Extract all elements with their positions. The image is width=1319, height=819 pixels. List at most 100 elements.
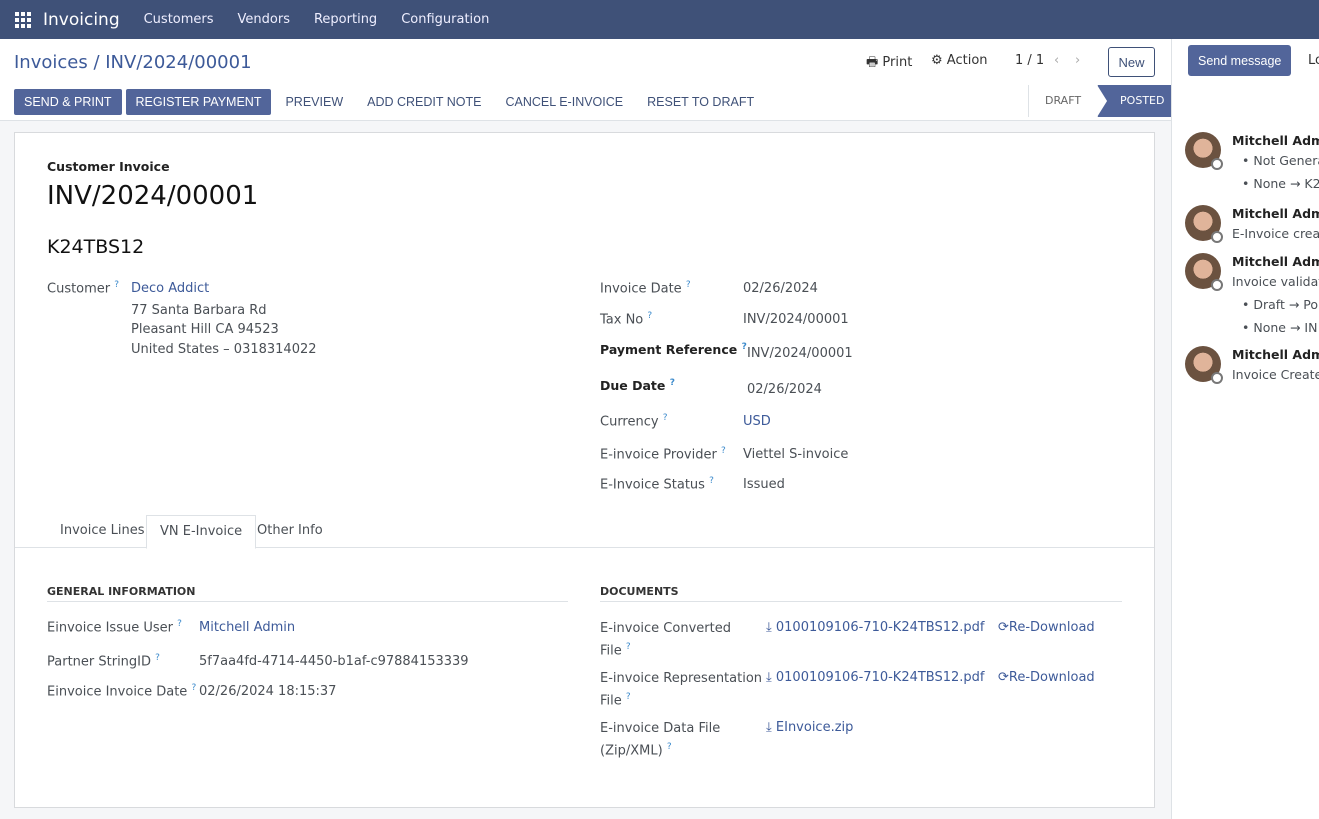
- general-value[interactable]: Mitchell Admin: [199, 620, 296, 635]
- menu-configuration[interactable]: Configuration: [401, 12, 490, 27]
- address-line: 77 Santa Barbara Rd: [131, 303, 267, 318]
- pager[interactable]: 1 / 1: [1015, 53, 1045, 68]
- reset-draft-button[interactable]: RESET TO DRAFT: [637, 89, 764, 115]
- download-icon: ⤓: [766, 670, 772, 685]
- field-value: 02/26/2024: [743, 281, 818, 296]
- status-dot-icon: [1211, 372, 1223, 384]
- document-label: E-invoice Converted File ?: [600, 621, 731, 659]
- customer-label: Customer ?: [47, 280, 120, 297]
- customer-link[interactable]: Deco Addict: [131, 281, 210, 296]
- message-line: E-Invoice create: [1232, 226, 1319, 241]
- refresh-icon: ⟳: [998, 620, 1009, 635]
- message-line: • None → IN: [1242, 320, 1318, 335]
- send-print-button[interactable]: SEND & PRINT: [14, 89, 122, 115]
- printer-icon: 🖶: [866, 55, 879, 70]
- document-download-link[interactable]: ⤓ EInvoice.zip: [766, 720, 854, 735]
- chevron-right-icon[interactable]: ›: [1075, 53, 1081, 68]
- send-message-button[interactable]: Send message: [1188, 45, 1292, 76]
- message-line: Invoice validate: [1232, 274, 1319, 289]
- general-info-heading: GENERAL INFORMATION: [47, 585, 568, 602]
- action-button[interactable]: ⚙ Action: [931, 53, 988, 68]
- gear-icon: ⚙: [931, 53, 943, 68]
- message-line: • Draft → Po: [1242, 297, 1319, 312]
- download-icon: ⤓: [766, 720, 772, 735]
- document-label: E-invoice Representation File ?: [600, 671, 763, 709]
- download-icon: ⤓: [766, 620, 772, 635]
- cancel-einvoice-button[interactable]: CANCEL E-INVOICE: [496, 89, 634, 115]
- avatar[interactable]: [1185, 253, 1223, 291]
- print-label: Print: [882, 55, 913, 70]
- message-author[interactable]: Mitchell Admin: [1232, 347, 1319, 362]
- tab-vn-einvoice[interactable]: VN E-Invoice: [146, 515, 257, 549]
- chevron-left-icon[interactable]: ‹: [1054, 53, 1060, 68]
- status-dot-icon: [1211, 231, 1223, 243]
- status-draft[interactable]: DRAFT: [1028, 85, 1097, 117]
- document-label: E-invoice Data File (Zip/XML) ?: [600, 721, 721, 759]
- field-value[interactable]: USD: [743, 414, 771, 429]
- field-value[interactable]: INV/2024/00001: [747, 346, 853, 361]
- field-label: E-invoice Provider ?: [600, 446, 726, 463]
- invoice-ref: K24TBS12: [47, 236, 145, 258]
- breadcrumb: Invoices / INV/2024/00001: [14, 52, 252, 73]
- message-author[interactable]: Mitchell Admin: [1232, 206, 1319, 221]
- app-name[interactable]: Invoicing: [43, 9, 120, 30]
- redownload-button[interactable]: ⟳Re-Download: [998, 670, 1095, 685]
- menu-vendors[interactable]: Vendors: [237, 12, 290, 27]
- breadcrumb-parent[interactable]: Invoices: [14, 52, 88, 73]
- invoice-form: Customer Invoice INV/2024/00001 K24TBS12…: [14, 132, 1155, 808]
- message-line: • None → K2: [1242, 176, 1319, 191]
- top-navbar: Invoicing Customers Vendors Reporting Co…: [0, 0, 1319, 39]
- document-download-link[interactable]: ⤓ 0100109106-710-K24TBS12.pdf: [766, 620, 985, 635]
- field-label: Tax No ?: [600, 311, 653, 328]
- status-dot-icon: [1211, 158, 1223, 170]
- breadcrumb-current: INV/2024/00001: [105, 52, 252, 73]
- field-label: Due Date ?: [600, 378, 675, 394]
- field-value: INV/2024/00001: [743, 312, 849, 327]
- refresh-icon: ⟳: [998, 670, 1009, 685]
- field-label: Invoice Date ?: [600, 280, 691, 297]
- invoice-number: INV/2024/00001: [47, 181, 259, 211]
- message-line: • Not Genera: [1242, 153, 1319, 168]
- avatar[interactable]: [1185, 346, 1223, 384]
- message-author[interactable]: Mitchell Admin: [1232, 254, 1319, 269]
- field-value: Issued: [743, 477, 785, 492]
- print-button[interactable]: 🖶 Print: [866, 53, 912, 75]
- chatter: Send message Lo Mitchell Admin • Not Gene…: [1171, 39, 1319, 819]
- action-label: Action: [946, 53, 988, 68]
- status-dot-icon: [1211, 279, 1223, 291]
- control-panel: Invoices / INV/2024/00001 🖶 Print ⚙ Acti…: [0, 39, 1180, 121]
- field-value: Viettel S-invoice: [743, 447, 849, 462]
- general-label: Einvoice Issue User ?: [47, 619, 182, 636]
- tab-invoice-lines[interactable]: Invoice Lines: [60, 523, 145, 538]
- preview-button[interactable]: PREVIEW: [275, 89, 353, 115]
- add-credit-note-button[interactable]: ADD CREDIT NOTE: [357, 89, 491, 115]
- address-line: United States – 0318314022: [131, 342, 317, 357]
- tab-other-info[interactable]: Other Info: [257, 523, 323, 538]
- status-bar: DRAFT POSTED: [1028, 85, 1180, 117]
- field-label: Currency ?: [600, 413, 668, 430]
- field-label: Payment Reference ?: [600, 342, 747, 358]
- document-download-link[interactable]: ⤓ 0100109106-710-K24TBS12.pdf: [766, 670, 985, 685]
- general-label: Partner StringID ?: [47, 653, 160, 670]
- address-line: Pleasant Hill CA 94523: [131, 322, 279, 337]
- app-grid-icon[interactable]: [15, 11, 31, 28]
- documents-heading: DOCUMENTS: [600, 585, 1122, 602]
- message-author[interactable]: Mitchell Admin: [1232, 133, 1319, 148]
- redownload-button[interactable]: ⟳Re-Download: [998, 620, 1095, 635]
- notebook-tabs: Invoice Lines VN E-Invoice Other Info: [15, 515, 1154, 549]
- invoice-type: Customer Invoice: [47, 159, 170, 174]
- status-posted[interactable]: POSTED: [1097, 85, 1180, 117]
- general-label: Einvoice Invoice Date ?: [47, 683, 197, 700]
- register-payment-button[interactable]: REGISTER PAYMENT: [125, 89, 272, 115]
- log-note-button[interactable]: Lo: [1308, 53, 1319, 68]
- menu-reporting[interactable]: Reporting: [313, 12, 378, 27]
- field-label: E-Invoice Status ?: [600, 476, 714, 493]
- general-value: 02/26/2024 18:15:37: [199, 684, 337, 699]
- message-line: Invoice Created: [1232, 367, 1319, 382]
- new-button[interactable]: New: [1108, 47, 1155, 77]
- avatar[interactable]: [1185, 205, 1223, 243]
- general-value: 5f7aa4fd-4714-4450-b1af-c97884153339: [199, 654, 469, 669]
- avatar[interactable]: [1185, 132, 1223, 170]
- field-value[interactable]: 02/26/2024: [747, 382, 822, 397]
- menu-customers[interactable]: Customers: [143, 12, 214, 27]
